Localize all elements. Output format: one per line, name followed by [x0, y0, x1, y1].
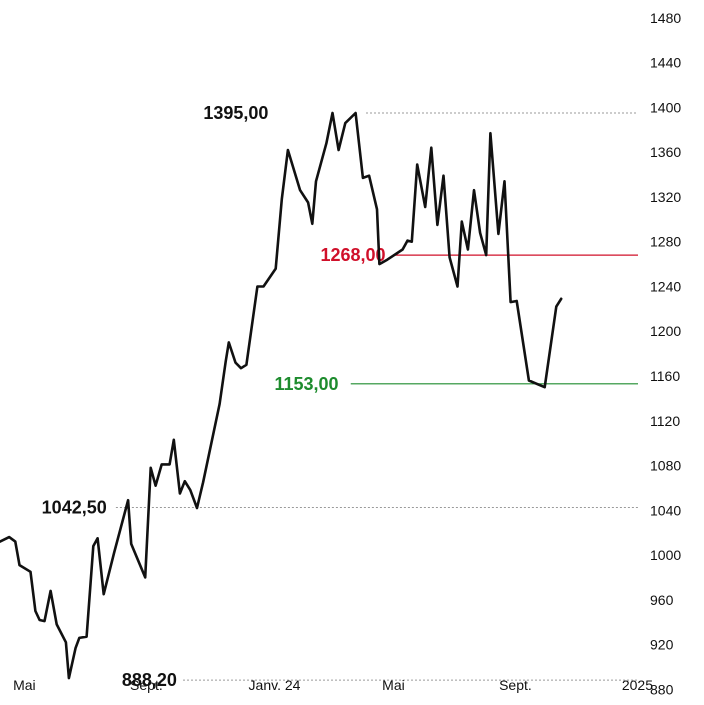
series-group: [0, 111, 563, 680]
y-tick-label: 1480: [650, 10, 681, 26]
x-tick-label: Mai: [13, 677, 36, 693]
x-tick-label: 2025: [622, 677, 653, 693]
x-tick-label: Mai: [382, 677, 405, 693]
annotation-label: 1153,00: [274, 374, 338, 394]
x-tick-label: Sept.: [130, 677, 163, 693]
y-tick-label: 960: [650, 592, 674, 608]
y-tick-label: 1200: [650, 323, 681, 339]
reference-lines: [115, 112, 638, 681]
y-tick-label: 1320: [650, 189, 681, 205]
annotation-label: 1042,50: [42, 497, 107, 517]
y-tick-label: 1240: [650, 278, 681, 294]
y-tick-label: 1280: [650, 234, 681, 250]
y-tick-label: 1120: [650, 413, 680, 429]
y-tick-label: 1000: [650, 547, 681, 563]
annotation-labels: 1395,00 1268,00 1153,00 1042,50 888,20: [42, 103, 386, 690]
annotation-label: 1395,00: [203, 103, 268, 123]
x-tick-label: Janv. 24: [249, 677, 301, 693]
series-line: [0, 111, 563, 680]
annotation-label: 888,20: [122, 670, 177, 690]
y-tick-label: 1080: [650, 458, 681, 474]
y-tick-label: 1160: [650, 368, 680, 384]
y-tick-label: 1440: [650, 55, 681, 71]
y-tick-label: 1400: [650, 99, 681, 115]
y-tick-label: 920: [650, 637, 674, 653]
y-tick-label: 880: [650, 681, 674, 697]
x-tick-label: Sept.: [499, 677, 532, 693]
y-tick-label: 1360: [650, 144, 681, 160]
y-tick-label: 1040: [650, 502, 681, 518]
annotation-label: 1268,00: [320, 245, 385, 265]
y-axis: 880 920 960 1000 1040 1080 1120 1160 1200 1240 128…: [650, 10, 681, 697]
x-axis: Mai Sept. Janv. 24 Mai Sept. 2025: [13, 677, 653, 693]
